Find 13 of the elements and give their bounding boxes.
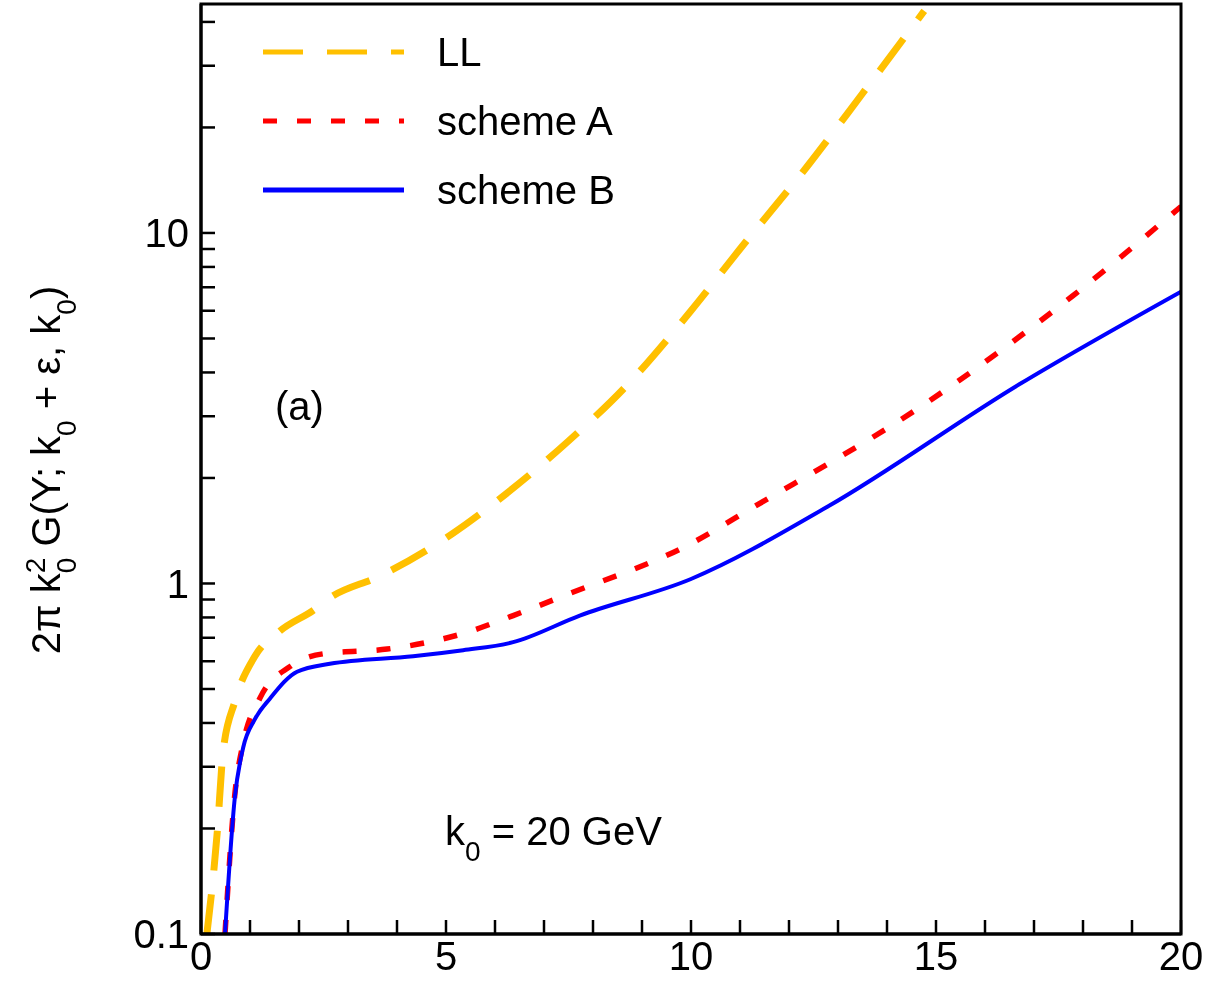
- y-tick-label: 1: [166, 561, 189, 606]
- x-tick-label: 0: [189, 934, 213, 979]
- y-tick-label: 0.1: [133, 912, 189, 957]
- x-tick-label: 5: [434, 934, 458, 979]
- x-tick-label: 15: [913, 934, 959, 979]
- x-tick-label: 10: [668, 934, 714, 979]
- legend-label: scheme A: [437, 99, 613, 143]
- x-tick-label: 20: [1158, 934, 1204, 979]
- legend-label: scheme B: [437, 168, 615, 212]
- annotation: (a): [275, 384, 324, 428]
- y-tick-label: 10: [144, 211, 189, 256]
- annotation: k$_{0}$ = 20 GeV: [445, 809, 663, 867]
- legend-label: LL: [437, 30, 482, 74]
